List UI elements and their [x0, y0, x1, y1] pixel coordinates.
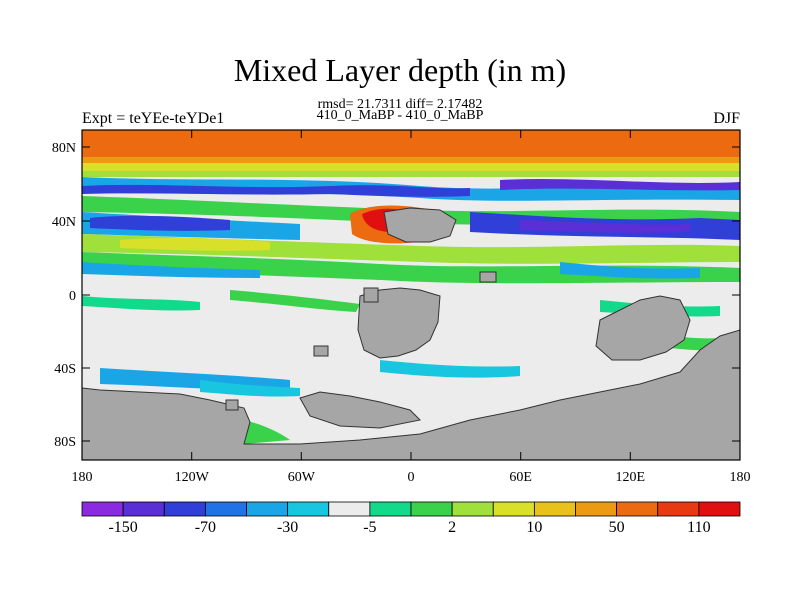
- colorbar-label: -5: [363, 519, 376, 536]
- colorbar-swatch: [616, 501, 659, 517]
- stats-text: rmsd= 21.7311 diff= 2.17482: [317, 97, 483, 112]
- longitude-axis: 180 120W 60W 0 60E 120E 180: [72, 130, 751, 485]
- latitude-axis: 80N 40N 0 40S 80S: [52, 141, 740, 450]
- colorbar-labels: -150 -70 -30 -5 2 10 50 110: [108, 519, 710, 536]
- season-label: DJF: [713, 110, 740, 127]
- colorbar-label: -30: [277, 519, 298, 536]
- lat-tick-label: 0: [69, 289, 76, 304]
- colorbar-swatch: [81, 501, 124, 517]
- colorbar-swatch: [575, 501, 618, 517]
- lat-tick-label: 40S: [54, 362, 76, 377]
- lon-tick-label: 60W: [288, 470, 316, 485]
- colorbar-swatch: [533, 501, 576, 517]
- lon-tick-label: 180: [72, 470, 93, 485]
- colorbar-swatch: [492, 501, 535, 517]
- colorbar-label: 110: [687, 519, 710, 536]
- colorbar-swatch: [328, 501, 371, 517]
- colorbar: [81, 501, 741, 517]
- colorbar-swatch: [204, 501, 247, 517]
- lat-tick-label: 80N: [52, 141, 76, 156]
- colorbar-swatch: [163, 501, 206, 517]
- colorbar-swatch: [451, 501, 494, 517]
- colorbar-label: -70: [195, 519, 216, 536]
- colorbar-swatch: [122, 501, 165, 517]
- colorbar-swatch: [369, 501, 412, 517]
- colorbar-swatch: [698, 501, 741, 517]
- colorbar-swatch: [410, 501, 453, 517]
- experiment-label: Expt = teYEe-teYDe1: [82, 110, 225, 127]
- lat-tick-label: 80S: [54, 435, 76, 450]
- colorbar-swatch: [246, 501, 289, 517]
- lon-tick-label: 180: [730, 470, 751, 485]
- colorbar-swatch: [287, 501, 330, 517]
- colorbar-label: 2: [448, 519, 456, 536]
- lon-tick-label: 120E: [616, 470, 646, 485]
- lon-tick-label: 60E: [509, 470, 532, 485]
- colorbar-label: 10: [526, 519, 542, 536]
- comparison-text: 410_0_MaBP - 410_0_MaBP: [316, 108, 484, 123]
- lon-tick-label: 120W: [175, 470, 210, 485]
- colorbar-label: -150: [108, 519, 137, 536]
- lon-tick-label: 0: [408, 470, 415, 485]
- map-field: [82, 130, 740, 460]
- lat-tick-label: 40N: [52, 215, 76, 230]
- plot-title: Mixed Layer depth (in m): [233, 52, 567, 88]
- colorbar-swatch: [657, 501, 700, 517]
- colorbar-label: 50: [609, 519, 625, 536]
